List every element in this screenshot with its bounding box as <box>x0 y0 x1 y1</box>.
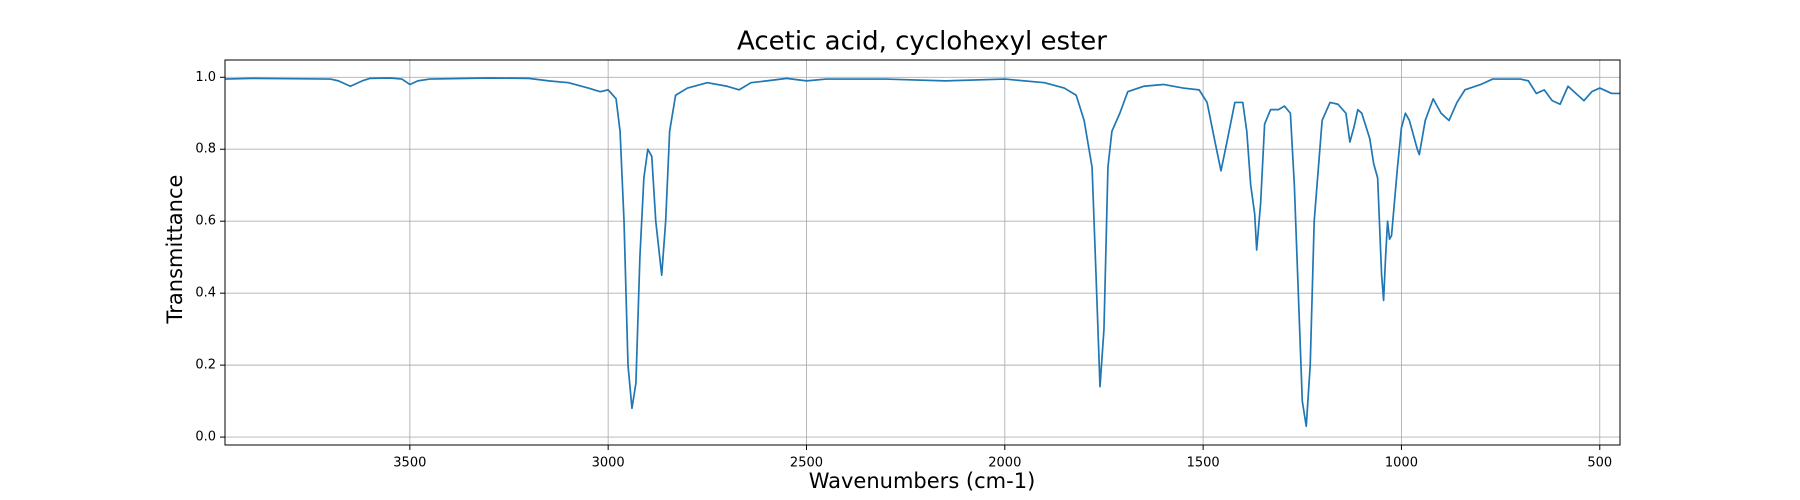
x-tick-label: 3500 <box>393 456 426 471</box>
x-tick-label: 500 <box>1587 456 1612 471</box>
spectrum-line <box>224 77 1620 428</box>
plot-frame <box>224 59 1621 446</box>
x-tick-label: 1500 <box>1187 456 1220 471</box>
y-tick-label: 1.0 <box>195 70 216 85</box>
x-tick-label: 2500 <box>790 456 823 471</box>
chart-title: Acetic acid, cyclohexyl ester <box>737 27 1107 57</box>
y-axis-label: Transmittance <box>163 175 187 325</box>
y-tick-label: 0.6 <box>195 214 216 229</box>
x-tick-label: 1000 <box>1385 456 1418 471</box>
x-tick-label: 2000 <box>988 456 1021 471</box>
y-tick-label: 0.0 <box>195 430 216 445</box>
y-tick-label: 0.8 <box>195 142 216 157</box>
y-tick-label: 0.2 <box>195 358 216 373</box>
y-tick-label: 0.4 <box>195 286 216 301</box>
x-tick-label: 3000 <box>592 456 625 471</box>
x-axis-label: Wavenumbers (cm-1) <box>809 469 1036 493</box>
